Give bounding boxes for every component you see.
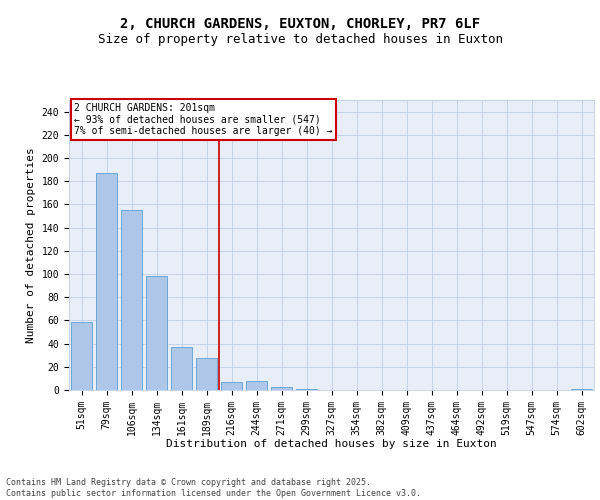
Bar	[246, 380, 267, 390]
Bar	[146, 276, 167, 390]
X-axis label: Distribution of detached houses by size in Euxton: Distribution of detached houses by size …	[166, 439, 497, 449]
Text: 2 CHURCH GARDENS: 201sqm
← 93% of detached houses are smaller (547)
7% of semi-d: 2 CHURCH GARDENS: 201sqm ← 93% of detach…	[74, 103, 333, 136]
Text: Size of property relative to detached houses in Euxton: Size of property relative to detached ho…	[97, 32, 503, 46]
Bar	[571, 389, 592, 390]
Text: Contains HM Land Registry data © Crown copyright and database right 2025.
Contai: Contains HM Land Registry data © Crown c…	[6, 478, 421, 498]
Bar	[171, 347, 192, 390]
Bar	[196, 358, 217, 390]
Bar	[121, 210, 142, 390]
Bar	[296, 389, 317, 390]
Bar	[221, 382, 242, 390]
Y-axis label: Number of detached properties: Number of detached properties	[26, 147, 36, 343]
Bar	[271, 386, 292, 390]
Text: 2, CHURCH GARDENS, EUXTON, CHORLEY, PR7 6LF: 2, CHURCH GARDENS, EUXTON, CHORLEY, PR7 …	[120, 18, 480, 32]
Bar	[71, 322, 92, 390]
Bar	[96, 173, 117, 390]
